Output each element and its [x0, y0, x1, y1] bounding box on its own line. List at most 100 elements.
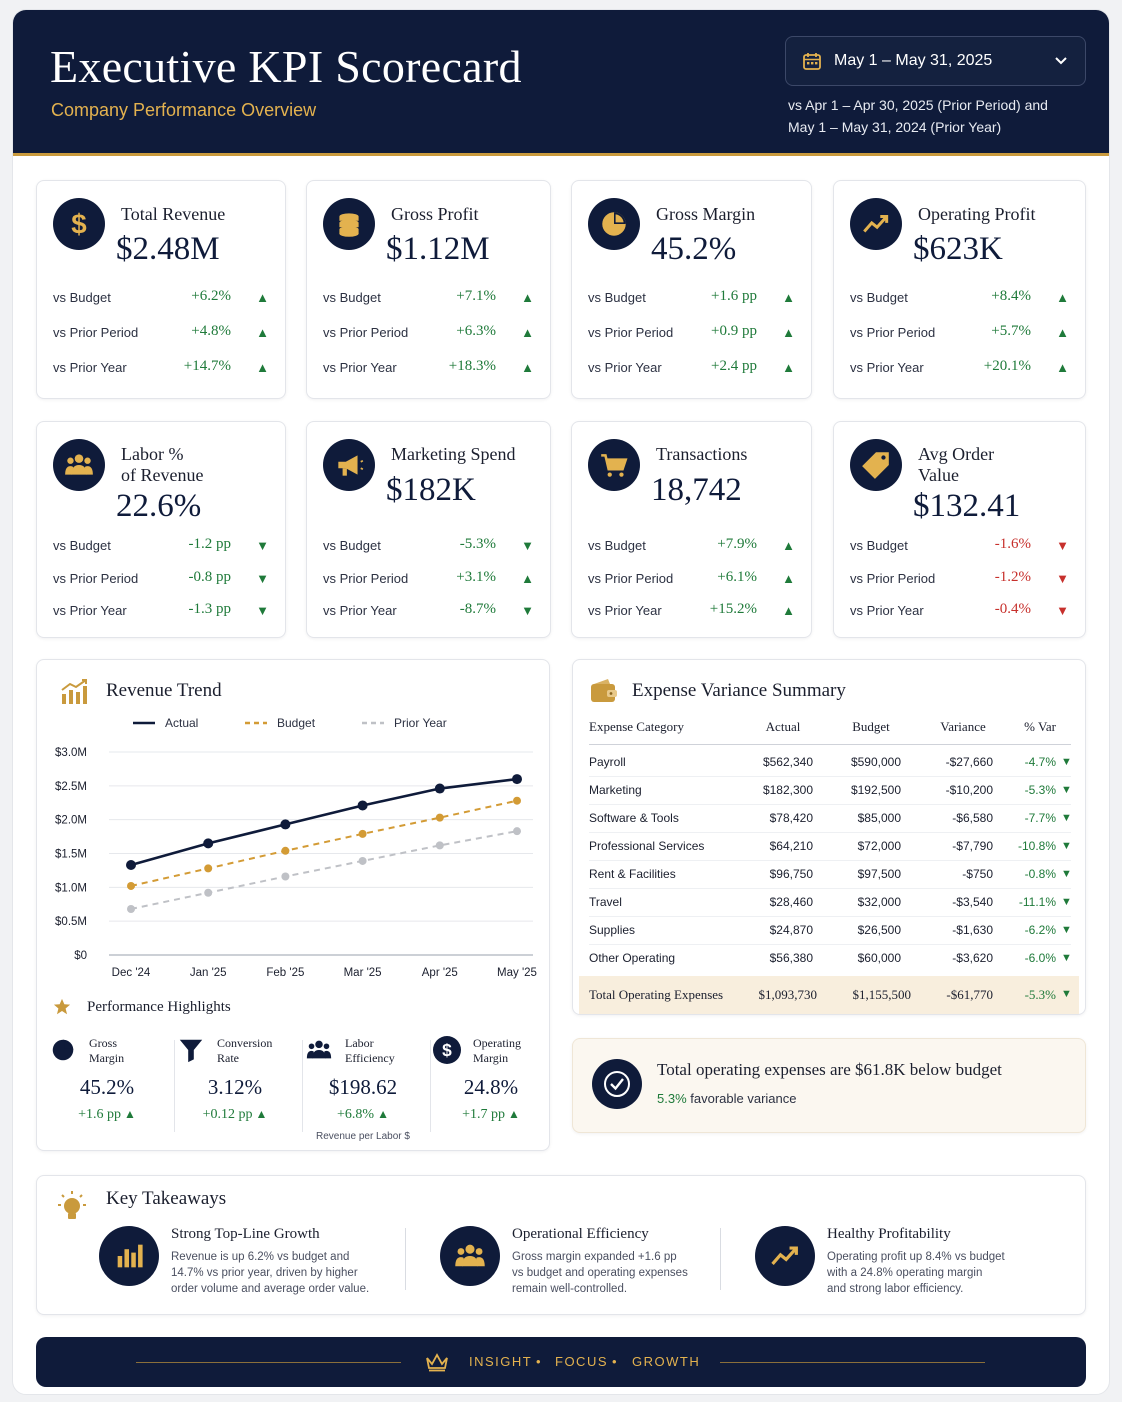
comparison-row: vs Budget +1.6 pp ▲ — [588, 288, 797, 308]
comparison-label: vs Prior Period — [323, 325, 409, 340]
expense-value: -$750 — [962, 867, 993, 881]
expense-value: -$3,620 — [952, 951, 993, 965]
comparison-row: vs Budget +8.4% ▲ — [850, 288, 1071, 308]
expense-category: Payroll — [589, 755, 626, 769]
comparison-row: vs Prior Period +6.3% ▲ — [323, 323, 536, 343]
lightbulb-icon — [58, 1191, 86, 1219]
kpi-card: Labor % of Revenue 22.6% vs Budget -1.2 pp ▼ v… — [36, 421, 286, 638]
expense-value: $72,000 — [857, 839, 901, 853]
comparison-value: +15.2% — [709, 601, 757, 617]
people-icon — [305, 1036, 333, 1064]
comparison-label: vs Prior Period — [53, 325, 139, 340]
x-tick-label: May '25 — [497, 967, 537, 979]
arrow-down-icon: ▼ — [1056, 538, 1069, 553]
arrow-down-icon: ▼ — [1061, 868, 1072, 880]
expense-value: -$6,580 — [952, 811, 993, 825]
x-tick-label: Mar '25 — [344, 967, 382, 979]
comparison-value: +8.4% — [991, 288, 1031, 304]
y-tick-label: $2.0M — [55, 815, 87, 827]
data-point — [203, 838, 214, 849]
date-range-value: May 1 – May 31, 2025 — [834, 52, 993, 69]
comparison-line-1: vs Apr 1 – Apr 30, 2025 (Prior Period) a… — [788, 97, 1048, 113]
header-banner: Executive KPI Scorecard Company Performa… — [13, 10, 1109, 156]
table-row: Software & Tools $78,420 $85,000 -$6,580 -7.… — [573, 811, 1085, 831]
star-icon — [53, 998, 71, 1015]
data-point — [512, 774, 522, 785]
data-point — [435, 841, 444, 850]
highlight-divider — [302, 1040, 303, 1132]
kpi-label-line: Avg Order — [918, 444, 995, 464]
total-value: -$61,770 — [946, 987, 993, 1002]
chevron-down-icon[interactable] — [1054, 56, 1068, 66]
check-circle-icon — [592, 1059, 642, 1109]
highlight-label-line: Efficiency — [345, 1051, 395, 1065]
arrow-down-icon: ▼ — [521, 603, 534, 618]
comparison-label: vs Prior Year — [53, 360, 127, 375]
kpi-label-line: Marketing Spend — [391, 444, 516, 464]
takeaway-line: Gross margin expanded +1.6 pp — [512, 1251, 677, 1263]
comparison-row: vs Budget -1.6% ▼ — [850, 536, 1071, 556]
arrow-down-icon: ▼ — [1061, 812, 1072, 824]
comparison-label: vs Prior Period — [850, 325, 936, 340]
comparison-row: vs Prior Period +4.8% ▲ — [53, 323, 271, 343]
expense-variance-card: Expense Variance Summary Expense Categor… — [572, 659, 1086, 1015]
svg-text:$: $ — [442, 1040, 452, 1060]
expense-value: $97,500 — [857, 867, 901, 881]
comparison-value: -1.2% — [994, 569, 1031, 585]
dollar-icon: $ — [433, 1036, 461, 1064]
arrow-up-icon: ▲ — [505, 1107, 520, 1121]
total-value: $1,093,730 — [758, 987, 818, 1002]
kpi-label: Total Revenue — [121, 204, 225, 225]
arrow-down-icon: ▼ — [1056, 603, 1069, 618]
row-divider — [589, 888, 1071, 889]
tag-icon — [850, 439, 902, 491]
comparison-row: vs Prior Year -1.3 pp ▼ — [53, 601, 271, 621]
expense-value: $562,340 — [762, 755, 813, 769]
highlight-label: Operating Margin — [473, 1036, 521, 1066]
legend-label: Budget — [277, 716, 316, 730]
legend-label: Prior Year — [394, 716, 447, 730]
takeaway-title: Strong Top-Line Growth — [171, 1226, 320, 1242]
revenue-trend-title: Revenue Trend — [106, 680, 222, 701]
highlight-delta: +0.12 pp ▲ — [202, 1107, 268, 1122]
table-header: % Var — [1024, 719, 1056, 734]
expense-value: $28,460 — [769, 895, 813, 909]
footer-banner: INSIGHT • FOCUS • GROWTH — [36, 1337, 1086, 1387]
bar-chart-trend-icon — [61, 679, 87, 704]
highlight-label-line: Margin — [89, 1051, 125, 1065]
arrow-down-icon: ▼ — [1061, 784, 1072, 796]
comparison-value: +1.6 pp — [711, 288, 757, 304]
kpi-label-line-2: of Revenue — [121, 465, 204, 485]
takeaways-title: Key Takeaways — [106, 1188, 227, 1209]
megaphone-icon — [323, 439, 375, 491]
table-total-row: Total Operating Expenses $1,093,730 $1,155… — [579, 976, 1079, 1014]
data-point — [434, 783, 445, 794]
comparison-label: vs Prior Period — [588, 571, 674, 586]
comparison-row: vs Prior Period +6.1% ▲ — [588, 569, 797, 589]
comparison-label: vs Prior Year — [850, 360, 924, 375]
kpi-label: Gross Profit — [391, 204, 479, 225]
kpi-card: Gross Margin 45.2% vs Budget +1.6 pp ▲ vs Pri… — [571, 180, 812, 399]
data-point — [435, 813, 444, 822]
table-row: Rent & Facilities $96,750 $97,500 -$750 -0.8… — [573, 867, 1085, 887]
expense-category: Professional Services — [589, 839, 705, 853]
comparison-value: +2.4 pp — [711, 358, 757, 374]
footer-sep-2: • — [612, 1354, 619, 1369]
scorecard-page: Executive KPI Scorecard Company Performa… — [12, 9, 1110, 1395]
comparison-label: vs Budget — [53, 538, 111, 553]
arrow-down-icon: ▼ — [1061, 840, 1072, 852]
row-divider — [589, 916, 1071, 917]
comparison-label: vs Prior Period — [850, 571, 936, 586]
arrow-down-icon: ▼ — [1056, 571, 1069, 586]
date-range-picker[interactable]: May 1 – May 31, 2025 — [785, 36, 1086, 86]
dollar-icon: $ — [53, 198, 105, 250]
comparison-row: vs Budget -1.2 pp ▼ — [53, 536, 271, 556]
comparison-label: vs Prior Year — [53, 603, 127, 618]
comparison-value: +4.8% — [191, 323, 231, 339]
arrow-down-icon: ▼ — [256, 571, 269, 586]
footer-word-growth: GROWTH — [632, 1354, 701, 1369]
arrow-up-icon: ▲ — [782, 360, 795, 375]
highlight-delta: +1.7 pp ▲ — [462, 1107, 520, 1122]
arrow-down-icon: ▼ — [256, 538, 269, 553]
arrow-down-icon: ▼ — [521, 538, 534, 553]
